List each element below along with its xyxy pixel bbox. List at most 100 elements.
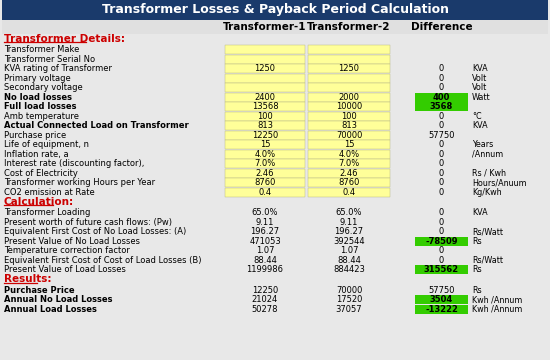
Text: KVA: KVA <box>472 64 488 73</box>
Text: Full load losses: Full load losses <box>4 102 76 111</box>
Text: Years: Years <box>472 140 493 149</box>
Text: 0: 0 <box>439 169 444 178</box>
Text: 15: 15 <box>260 140 270 149</box>
Bar <box>415 265 468 274</box>
Text: 8760: 8760 <box>254 178 276 187</box>
Text: Rs: Rs <box>472 265 482 274</box>
Text: 4.0%: 4.0% <box>255 150 276 159</box>
Text: 813: 813 <box>257 121 273 130</box>
Text: 1250: 1250 <box>255 64 276 73</box>
Bar <box>415 237 468 246</box>
Text: 0: 0 <box>439 140 444 149</box>
Text: 1.07: 1.07 <box>340 246 358 255</box>
Text: Annual Load Losses: Annual Load Losses <box>4 305 97 314</box>
Text: Secondary voltage: Secondary voltage <box>4 83 82 92</box>
Text: -13222: -13222 <box>425 305 458 314</box>
Bar <box>308 112 390 121</box>
Text: KVA rating of Transformer: KVA rating of Transformer <box>4 64 112 73</box>
Text: Amb temperature: Amb temperature <box>4 112 79 121</box>
Text: 2000: 2000 <box>338 93 360 102</box>
Bar <box>308 169 390 178</box>
Bar <box>308 102 390 111</box>
Text: 471053: 471053 <box>249 237 281 246</box>
Text: Cost of Electricity: Cost of Electricity <box>4 169 78 178</box>
Bar <box>225 55 305 64</box>
Text: 65.0%: 65.0% <box>336 208 362 217</box>
Text: Equivalent First Cost of No Load Losses: (A): Equivalent First Cost of No Load Losses:… <box>4 227 186 236</box>
Text: 1199986: 1199986 <box>246 265 283 274</box>
Bar <box>415 295 468 304</box>
Text: 12250: 12250 <box>252 286 278 295</box>
Bar <box>2 0 548 20</box>
Text: Present Value of Load Losses: Present Value of Load Losses <box>4 265 126 274</box>
Bar <box>225 150 305 159</box>
Text: Results:: Results: <box>4 274 52 284</box>
Text: 70000: 70000 <box>336 286 362 295</box>
Text: Difference: Difference <box>411 22 472 32</box>
Text: 0: 0 <box>439 112 444 121</box>
Bar <box>225 131 305 140</box>
Text: 8760: 8760 <box>338 178 360 187</box>
Text: Actual Connected Load on Transformer: Actual Connected Load on Transformer <box>4 121 189 130</box>
Text: Transformer Details:: Transformer Details: <box>4 34 125 44</box>
Bar <box>308 159 390 168</box>
Text: 17520: 17520 <box>336 295 362 304</box>
Text: Temperature correction factor: Temperature correction factor <box>4 246 130 255</box>
Bar <box>225 83 305 92</box>
Text: 0.4: 0.4 <box>343 188 355 197</box>
Bar <box>225 102 305 111</box>
Text: 0: 0 <box>439 246 444 255</box>
Text: 88.44: 88.44 <box>337 256 361 265</box>
Text: 50278: 50278 <box>252 305 278 314</box>
Bar <box>2 20 548 34</box>
Bar <box>225 74 305 83</box>
Bar <box>225 140 305 149</box>
Text: Transformer working Hours per Year: Transformer working Hours per Year <box>4 178 155 187</box>
Text: 2.46: 2.46 <box>256 169 274 178</box>
Bar <box>308 188 390 197</box>
Text: Purchase Price: Purchase Price <box>4 286 75 295</box>
Text: Present Value of No Load Losses: Present Value of No Load Losses <box>4 237 140 246</box>
Text: 88.44: 88.44 <box>253 256 277 265</box>
Text: 0: 0 <box>439 83 444 92</box>
Text: 0: 0 <box>439 256 444 265</box>
Text: 0.4: 0.4 <box>258 188 272 197</box>
Text: 392544: 392544 <box>333 237 365 246</box>
Text: Rs/Watt: Rs/Watt <box>472 227 503 236</box>
Text: Equivalent First Cost of Cost of Load Losses (B): Equivalent First Cost of Cost of Load Lo… <box>4 256 201 265</box>
Bar <box>225 93 305 102</box>
Text: 12250: 12250 <box>252 131 278 140</box>
Text: Primary voltage: Primary voltage <box>4 74 71 83</box>
Text: Calculation:: Calculation: <box>4 197 74 207</box>
Text: Transformer Serial No: Transformer Serial No <box>4 55 95 64</box>
Text: 3504: 3504 <box>430 295 453 304</box>
Bar <box>225 178 305 187</box>
Text: 0: 0 <box>439 188 444 197</box>
Text: 70000: 70000 <box>336 131 362 140</box>
Bar <box>225 188 305 197</box>
Text: 2.46: 2.46 <box>340 169 358 178</box>
Text: 21024: 21024 <box>252 295 278 304</box>
Text: 0: 0 <box>439 150 444 159</box>
Text: Transformer-2: Transformer-2 <box>307 22 390 32</box>
Text: 0: 0 <box>439 121 444 130</box>
Text: /Annum: /Annum <box>472 150 503 159</box>
Text: Volt: Volt <box>472 83 487 92</box>
Bar <box>308 83 390 92</box>
Bar <box>308 93 390 102</box>
Text: 884423: 884423 <box>333 265 365 274</box>
Text: Transformer Make: Transformer Make <box>4 45 79 54</box>
Bar <box>225 45 305 54</box>
Text: Purchase price: Purchase price <box>4 131 66 140</box>
Text: 2400: 2400 <box>255 93 276 102</box>
Bar <box>308 121 390 130</box>
Bar <box>225 121 305 130</box>
Text: 100: 100 <box>257 112 273 121</box>
Bar <box>308 150 390 159</box>
Text: 196.27: 196.27 <box>250 227 279 236</box>
Text: Kwh /Annum: Kwh /Annum <box>472 295 522 304</box>
Text: 1250: 1250 <box>338 64 360 73</box>
Bar <box>308 55 390 64</box>
Text: Rs/Watt: Rs/Watt <box>472 256 503 265</box>
Text: Interest rate (discounting factor),: Interest rate (discounting factor), <box>4 159 144 168</box>
